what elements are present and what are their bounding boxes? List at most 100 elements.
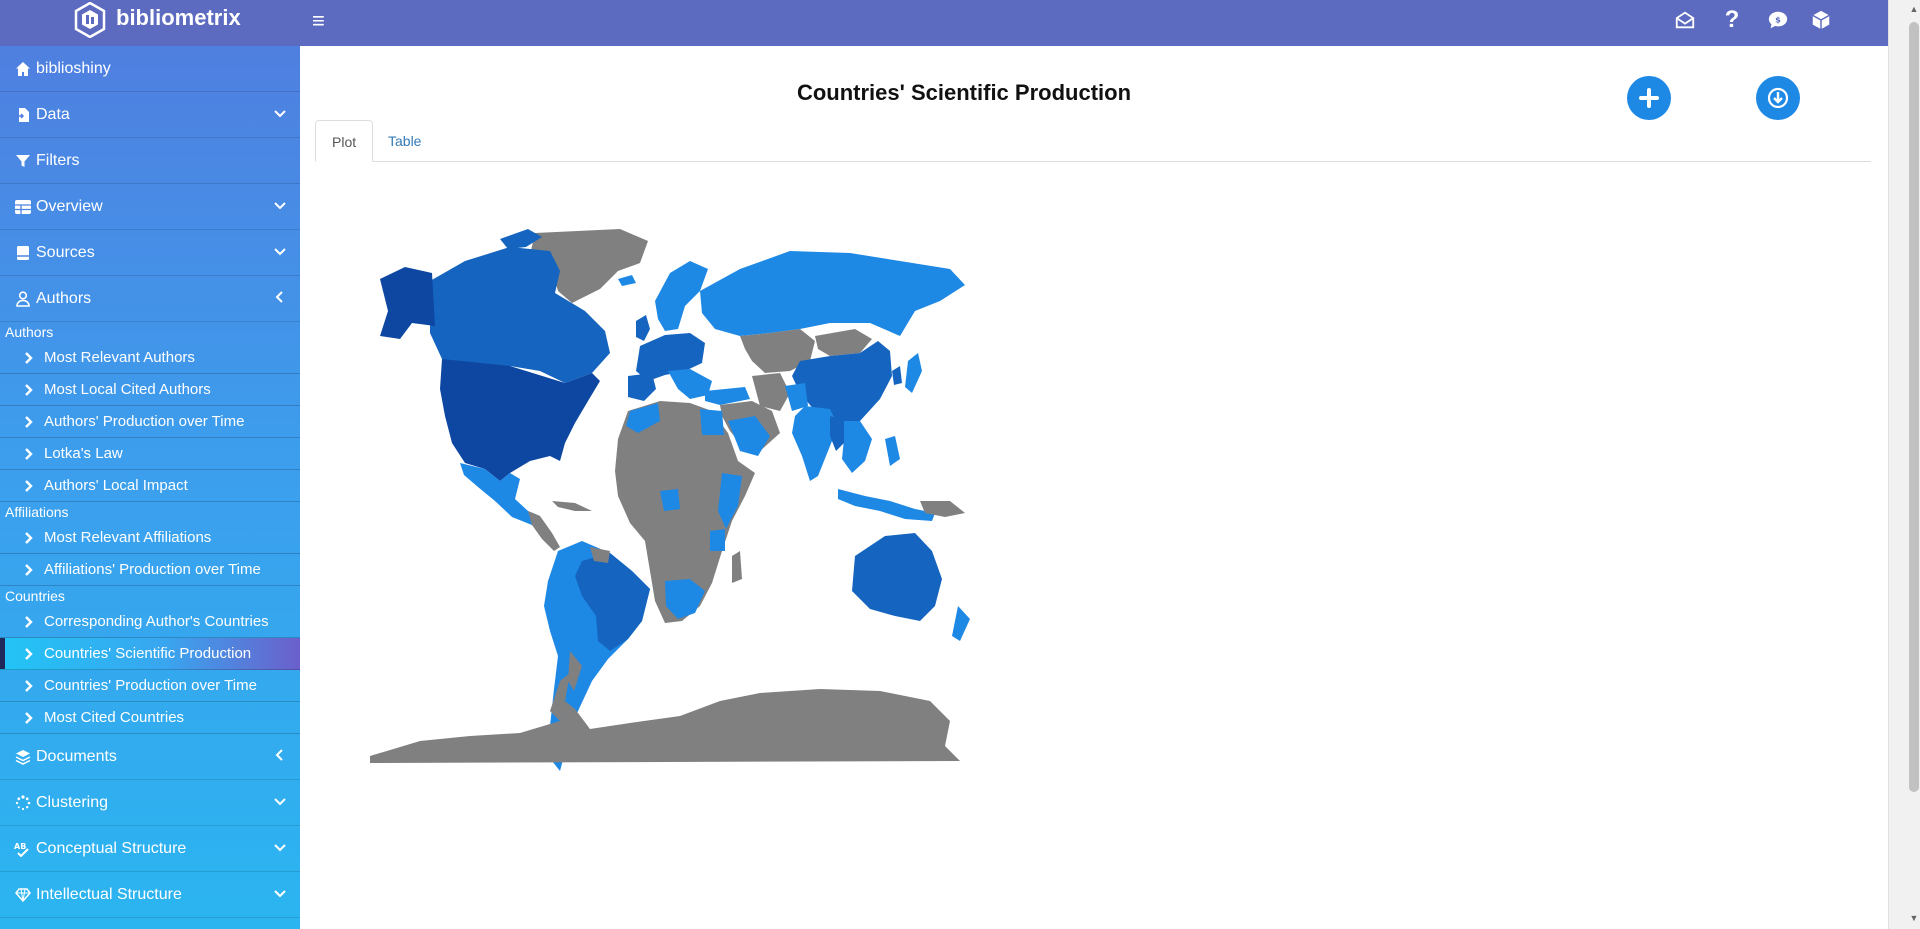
help-icon[interactable]: ? <box>1724 6 1740 33</box>
hamburger-menu-icon[interactable]: ≡ <box>312 8 325 33</box>
sidebar-item-clustering[interactable]: Clustering <box>0 780 300 826</box>
sidebar-subitem-countries-scientific-production[interactable]: Countries' Scientific Production <box>0 638 300 670</box>
sidebar-subitem-countries-production-over-time[interactable]: Countries' Production over Time <box>0 670 300 702</box>
chevron-down-icon <box>274 844 286 852</box>
map-canada-islands <box>500 229 542 249</box>
sidebar-item-filters[interactable]: Filters <box>0 138 300 184</box>
sidebar-item-intellectual-structure[interactable]: Intellectual Structure <box>0 872 300 918</box>
mail-open-icon[interactable] <box>1672 7 1698 33</box>
map-antarctic-peninsula <box>550 673 575 721</box>
top-navbar: bibliometrix ≡ ? $ <box>0 0 1888 46</box>
sidebar-subitem-most-cited-countries[interactable]: Most Cited Countries <box>0 702 300 734</box>
tab-bar: Plot Table <box>315 120 1871 162</box>
add-button[interactable] <box>1627 76 1671 120</box>
sidebar-subitem-label: Authors' Local Impact <box>44 477 188 494</box>
map-japan <box>905 353 922 393</box>
table-icon <box>14 199 32 214</box>
sidebar-subitem-most-relevant-affiliations[interactable]: Most Relevant Affiliations <box>0 522 300 554</box>
map-morocco-algeria <box>626 403 660 433</box>
sidebar-item-biblioshiny[interactable]: biblioshiny <box>0 46 300 92</box>
box-icon[interactable] <box>1808 7 1834 33</box>
map-nigeria <box>660 489 680 511</box>
sidebar-item-label: Clustering <box>36 793 109 811</box>
sidebar-item-label: Authors <box>36 289 92 307</box>
map-africa <box>615 401 755 623</box>
sidebar-item-authors[interactable]: Authors <box>0 276 300 322</box>
world-map <box>370 229 970 771</box>
scroll-thumb[interactable] <box>1909 22 1919 792</box>
section-header-affiliations: Affiliations <box>5 504 69 520</box>
page-title: Countries' Scientific Production <box>796 80 1132 105</box>
sidebar-item-overview[interactable]: Overview <box>0 184 300 230</box>
map-tanzania <box>710 529 725 551</box>
chevron-right-icon <box>25 563 33 576</box>
home-icon <box>14 61 32 77</box>
chat-bubble-icon[interactable]: $ <box>1765 7 1791 33</box>
map-canada <box>430 247 610 383</box>
map-iran <box>752 373 790 411</box>
tab-table[interactable]: Table <box>388 133 422 149</box>
scroll-down-icon[interactable]: ▼ <box>1909 913 1919 923</box>
map-iceland <box>618 275 636 286</box>
sidebar-subitem-label: Most Relevant Authors <box>44 349 195 366</box>
map-southeast-asia <box>838 421 872 473</box>
sidebar-item-documents[interactable]: Documents <box>0 734 300 780</box>
map-south-africa <box>665 579 705 619</box>
sidebar-subitem-most-local-cited-authors[interactable]: Most Local Cited Authors <box>0 374 300 406</box>
sidebar-item-data[interactable]: Data <box>0 92 300 138</box>
map-iberia <box>628 373 656 401</box>
chevron-down-icon <box>274 798 286 806</box>
map-pakistan <box>785 383 808 411</box>
sidebar-subitem-corresponding-authors-countries[interactable]: Corresponding Author's Countries <box>0 606 300 638</box>
sidebar-item-sources[interactable]: Sources <box>0 230 300 276</box>
sidebar-subitem-most-relevant-authors[interactable]: Most Relevant Authors <box>0 342 300 374</box>
chevron-down-icon <box>274 890 286 898</box>
sidebar-item-label: Conceptual Structure <box>36 839 187 857</box>
map-philippines <box>885 436 900 466</box>
chevron-right-icon <box>25 615 33 628</box>
chevron-down-icon <box>274 202 286 210</box>
scroll-up-icon[interactable]: ▲ <box>1909 4 1919 14</box>
chevron-right-icon <box>25 679 33 692</box>
chevron-right-icon <box>25 479 33 492</box>
map-indonesia <box>838 489 935 521</box>
download-icon <box>1767 87 1789 109</box>
map-china <box>792 341 892 423</box>
sidebar-subitem-label: Authors' Production over Time <box>44 413 245 430</box>
svg-text:$: $ <box>1775 14 1781 24</box>
chevron-left-icon <box>275 291 283 303</box>
logo-icon <box>74 2 106 38</box>
tab-plot[interactable]: Plot <box>315 120 374 162</box>
map-saudi-arabia <box>728 416 770 456</box>
file-import-icon <box>14 107 32 123</box>
map-alaska <box>380 267 435 339</box>
map-india <box>792 406 838 481</box>
chevron-right-icon <box>25 447 33 460</box>
map-madagascar <box>732 551 742 583</box>
sidebar-subitem-label: Most Relevant Affiliations <box>44 529 212 546</box>
sidebar-item-label: Intellectual Structure <box>36 885 182 903</box>
map-new-guinea <box>920 501 965 517</box>
sidebar-subitem-label: Countries' Scientific Production <box>44 645 252 662</box>
chevron-left-icon <box>275 749 283 761</box>
map-usa <box>440 359 600 481</box>
download-button[interactable] <box>1756 76 1800 120</box>
chevron-right-icon <box>25 531 33 544</box>
brand[interactable]: bibliometrix <box>0 0 300 46</box>
map-myanmar <box>830 416 844 451</box>
section-header-countries: Countries <box>5 588 65 604</box>
sidebar-subitem-authors-production[interactable]: Authors' Production over Time <box>0 406 300 438</box>
sidebar-item-label: biblioshiny <box>36 59 111 77</box>
map-new-zealand <box>952 606 970 641</box>
chevron-right-icon <box>25 383 33 396</box>
map-mexico <box>460 463 540 525</box>
sidebar-subitem-authors-local-impact[interactable]: Authors' Local Impact <box>0 470 300 502</box>
app-name: bibliometrix <box>116 5 241 30</box>
page-scrollbar[interactable]: ▲ ▼ <box>1888 0 1920 929</box>
map-guianas <box>590 547 610 563</box>
sidebar-item-conceptual-structure[interactable]: AB Conceptual Structure <box>0 826 300 872</box>
sidebar-subitem-affiliations-production[interactable]: Affiliations' Production over Time <box>0 554 300 586</box>
sidebar-subitem-lotkas-law[interactable]: Lotka's Law <box>0 438 300 470</box>
book-icon <box>14 245 32 261</box>
chevron-down-icon <box>274 248 286 256</box>
